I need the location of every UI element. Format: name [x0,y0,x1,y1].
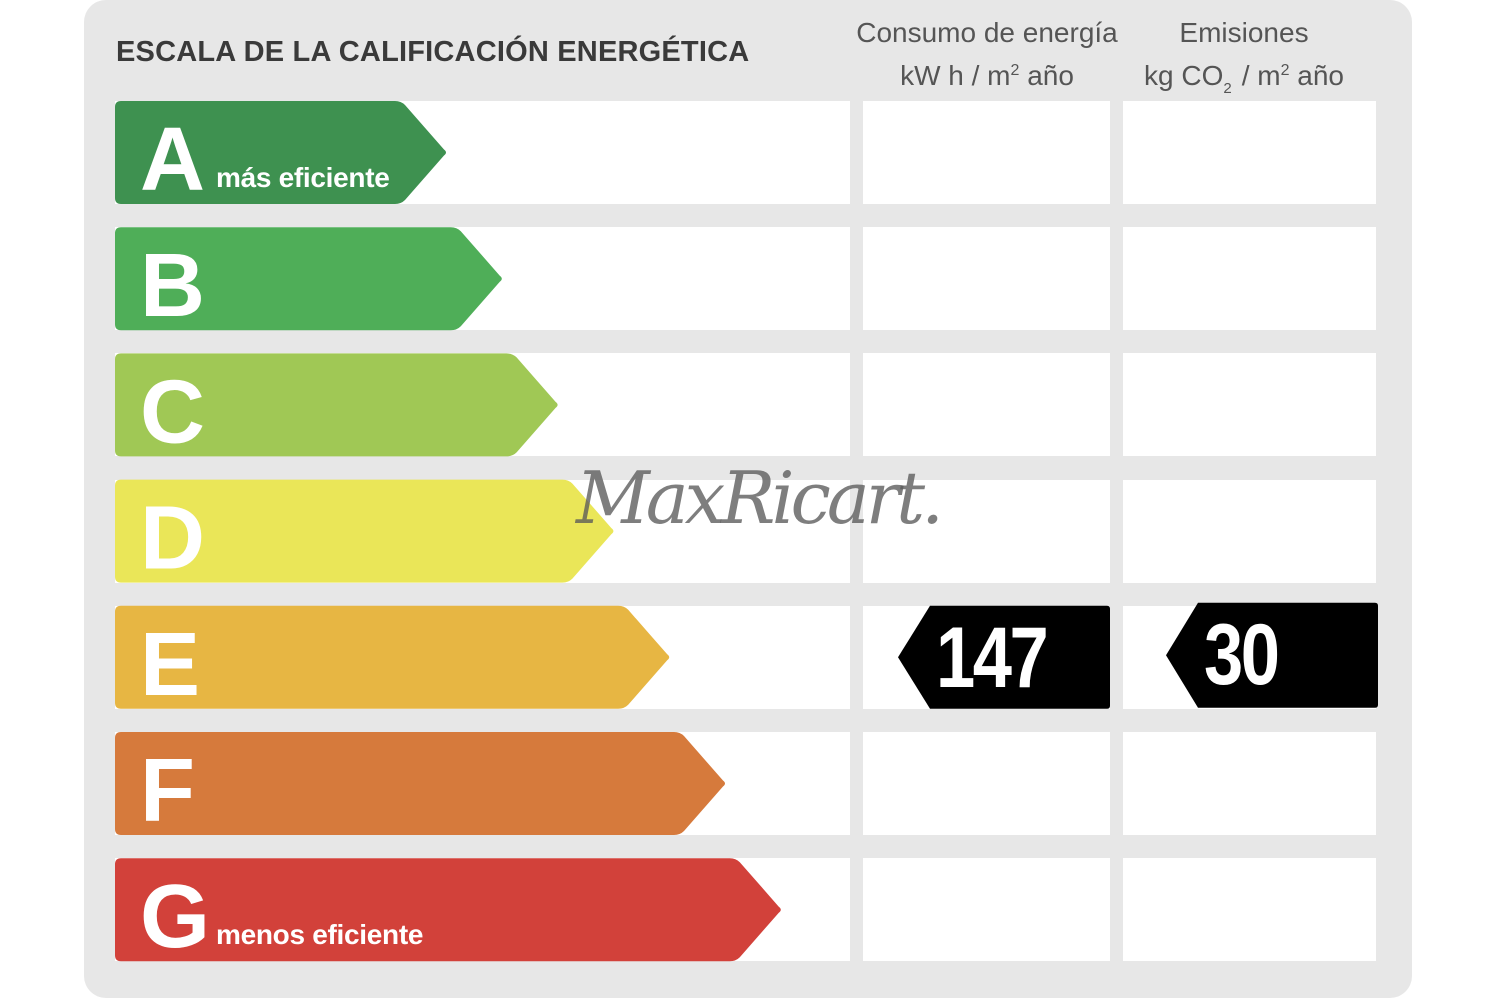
rating-letter-g: G [140,867,210,967]
rating-note-g: menos eficiente [216,919,424,951]
row-consumo-cell [863,227,1110,331]
watermark-logo: MaxRicart. [576,456,944,540]
row-consumo-cell [863,101,1110,204]
row-emisiones-cell [1123,479,1376,583]
rating-letter-d: D [140,489,205,589]
consumo-header-line2: kW h / m2 año [900,60,1074,91]
rating-bar-g [115,858,781,962]
rating-letter-c: C [140,362,205,462]
row-consumo-cell [863,858,1110,962]
row-emisiones-cell [1123,101,1376,204]
rating-letter-b: B [140,236,205,336]
rating-note-a: más eficiente [216,162,390,193]
row-emisiones-cell [1123,227,1376,331]
emisiones-header-line1: Emisiones [1179,17,1309,48]
emisiones-header-line2: kg CO2/ m2 año [1144,60,1344,97]
rating-bar-f [115,732,725,835]
row-consumo-cell [863,479,1110,583]
row-emisiones-cell [1123,353,1376,457]
row-consumo-cell [863,353,1110,457]
rating-letter-f: F [140,741,195,841]
rating-bar-e [115,605,670,709]
row-emisiones-cell [1123,732,1376,835]
consumo-rating-badge-value: 147 [936,609,1049,706]
emisiones-rating-badge-value: 30 [1204,606,1280,703]
rating-bar-a [115,101,446,204]
rating-letter-a: A [140,110,205,210]
rating-bar-d [115,479,614,583]
rating-bar-b [115,227,502,331]
row-emisiones-cell [1123,858,1376,962]
row-consumo-cell [863,732,1110,835]
emisiones-rating-badge-shape [1166,602,1378,708]
chart-title: ESCALA DE LA CALIFICACIÓN ENERGÉTICA [116,36,750,68]
consumo-rating-badge-shape [898,605,1110,709]
emisiones-column-header: Emisiones kg CO2/ m2 año [1118,14,1370,108]
rating-letter-e: E [140,615,200,715]
consumo-column-header: Consumo de energía kW h / m2 año [853,14,1121,95]
rating-bar-c [115,353,558,457]
consumo-header-line1: Consumo de energía [856,17,1118,48]
